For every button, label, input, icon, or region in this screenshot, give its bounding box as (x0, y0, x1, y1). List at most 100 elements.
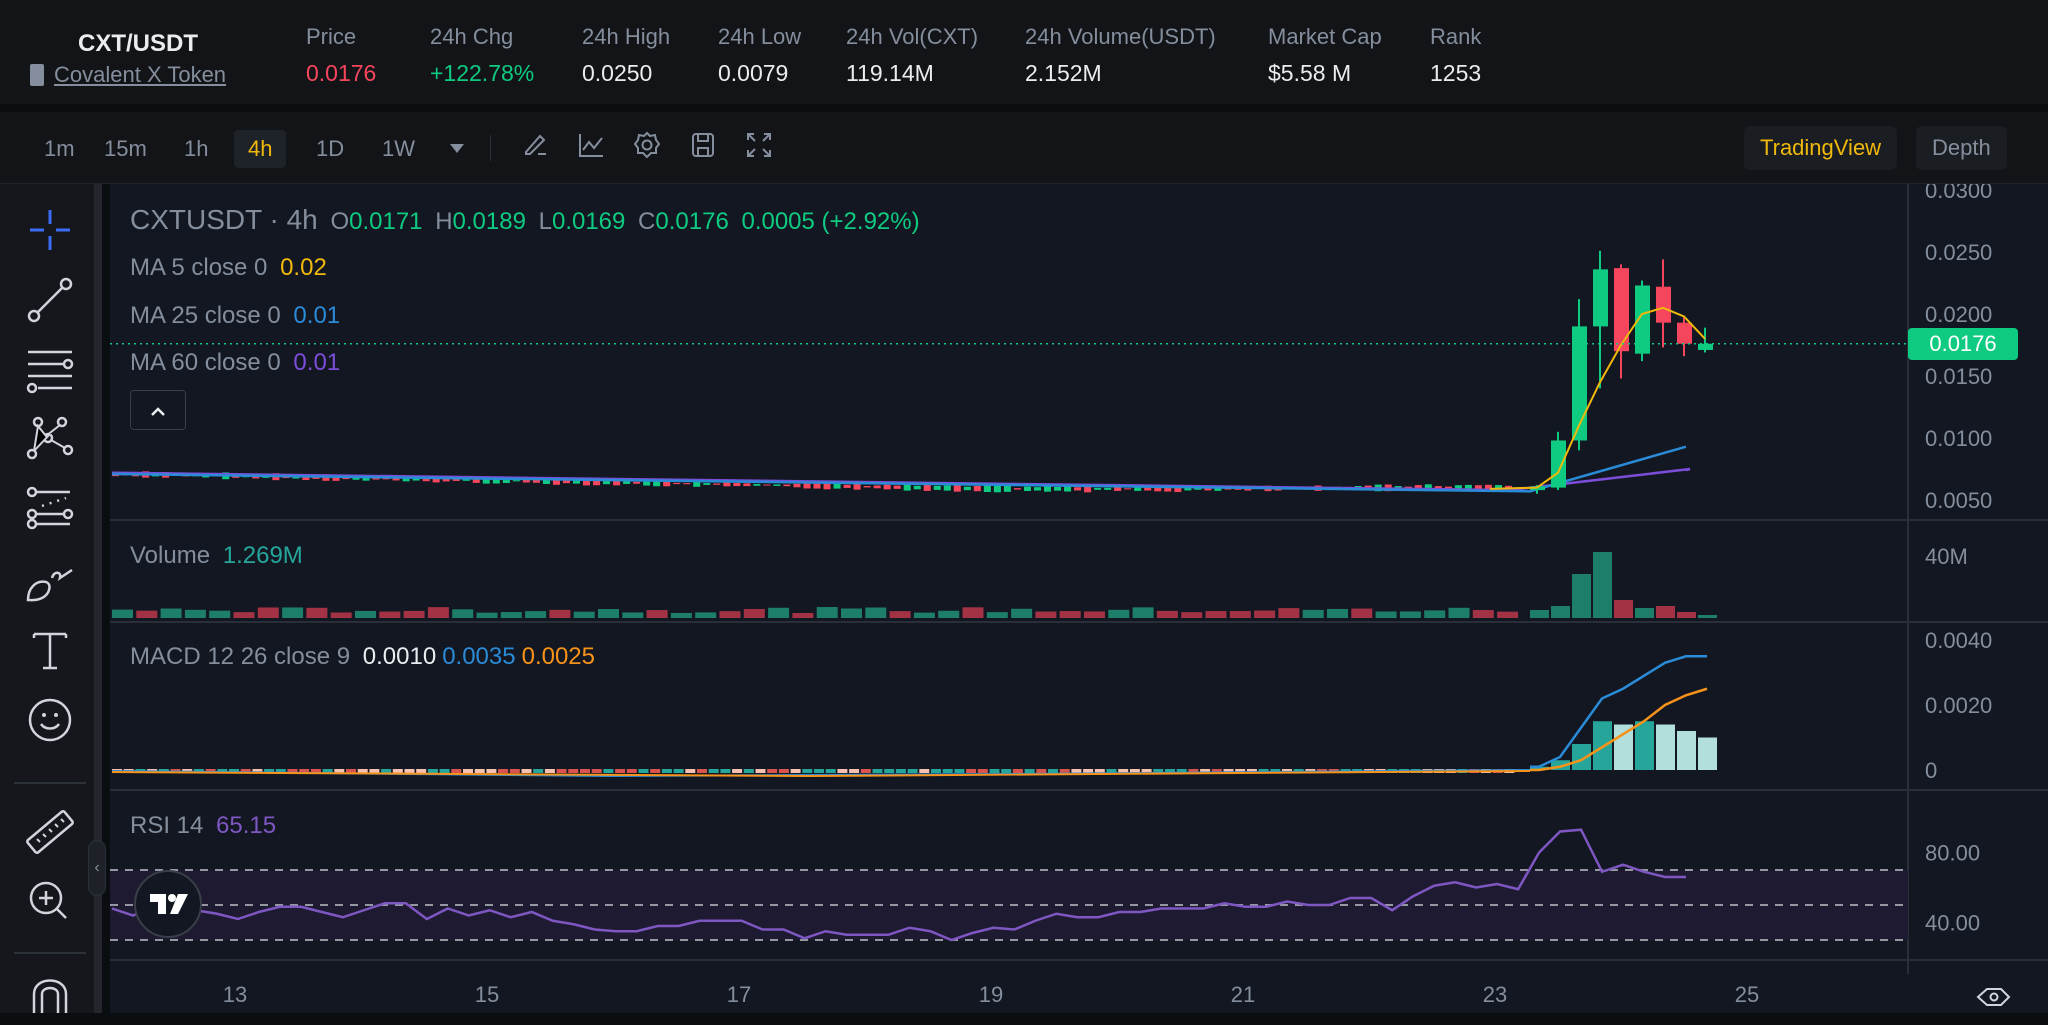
macd-hist-bar (322, 769, 333, 773)
macd-hist-bar (1094, 769, 1105, 773)
timeframe-1h[interactable]: 1h (184, 136, 209, 161)
candle (562, 480, 570, 484)
volume-bar (282, 607, 304, 618)
volume-bar (1254, 610, 1276, 618)
macd-hist-bar (732, 769, 743, 773)
timeframe-4h[interactable]: 4h (234, 130, 287, 168)
price-chart-canvas[interactable]: 0.0300 0.0250 0.0200 0.0150 0.0100 0.0050 40M 0… (110, 178, 2048, 1013)
pencil-icon[interactable] (520, 130, 550, 160)
tradingview-logo[interactable] (134, 870, 202, 938)
macd-hist-bar (533, 769, 544, 773)
macd-hist-bar (240, 769, 251, 773)
candle (1084, 485, 1092, 493)
candle (623, 481, 631, 484)
prediction-icon[interactable] (22, 482, 78, 538)
rsi-value: 65.15 (216, 812, 277, 839)
candle (482, 476, 490, 484)
fib-lines-icon[interactable] (22, 342, 78, 398)
candle-body (1551, 440, 1566, 488)
macd-hist-bar (1572, 744, 1591, 770)
macd-legend[interactable]: MACD 12 26 close 9 0.0010 0.0035 0.0025 (130, 643, 601, 671)
stat-value: 0.0079 (718, 60, 789, 86)
candle (653, 480, 661, 487)
token-name-link[interactable]: Covalent X Token (54, 62, 227, 87)
fullscreen-icon[interactable] (744, 130, 774, 160)
indicator-icon[interactable] (576, 130, 606, 160)
caret-down-icon[interactable] (448, 142, 466, 154)
volume-bar (1132, 607, 1154, 618)
volume-bar (841, 608, 862, 618)
pair-symbol[interactable]: CXT/USDT (78, 30, 198, 57)
zoom-in-icon[interactable] (22, 874, 78, 930)
volume-bar (743, 608, 765, 618)
signal-line-flat (111, 770, 1531, 778)
macd-label: MACD 12 26 close 9 (130, 643, 351, 670)
macd-hist-bar (287, 769, 298, 773)
macd-hist-bar (381, 769, 392, 773)
candle (1134, 486, 1142, 491)
volume-bar (1448, 607, 1470, 618)
macd-hist-bar (498, 769, 509, 773)
trendline-icon[interactable] (22, 272, 78, 328)
text-icon[interactable] (22, 622, 78, 678)
chart-area[interactable]: 0.0300 0.0250 0.0200 0.0150 0.0100 0.0050 40M 0… (110, 178, 2048, 1013)
depth-tab[interactable]: Depth (1916, 126, 2007, 170)
macd-hist-bar (439, 769, 450, 773)
volume-bar (1656, 606, 1675, 618)
macd-hist-bar (1036, 769, 1047, 773)
candle (512, 480, 520, 482)
macd-hist-bar (1129, 769, 1140, 773)
gear-icon[interactable] (632, 130, 662, 160)
ma5-legend[interactable]: MA 5 close 0 0.02 (130, 254, 333, 282)
volume-bar (306, 607, 328, 618)
volume-tick: 40M (1925, 544, 1968, 569)
timeframe-1d[interactable]: 1D (316, 136, 345, 161)
toolbar-divider (14, 952, 86, 954)
candle (422, 477, 430, 482)
brush-icon[interactable] (22, 552, 78, 608)
tradingview-tab[interactable]: TradingView (1744, 126, 1898, 170)
macd-hist-bar (802, 769, 813, 773)
candle (1174, 485, 1182, 493)
crosshair-icon[interactable] (22, 202, 78, 258)
timeframe-1w[interactable]: 1W (382, 136, 415, 161)
time-tick: 13 (223, 982, 247, 1007)
time-tick: 25 (1735, 982, 1759, 1007)
save-icon[interactable] (688, 130, 718, 160)
emoji-icon[interactable] (22, 692, 78, 748)
timeframe-1m[interactable]: 1m (44, 136, 75, 161)
macd-hist-bar (1188, 769, 1199, 773)
pattern-icon[interactable] (22, 412, 78, 468)
rsi-legend[interactable]: RSI 14 65.15 (130, 812, 282, 840)
candle (1194, 487, 1202, 490)
collapse-toolbar-button[interactable]: ‹ (88, 840, 106, 896)
macd-hist-bar (638, 769, 649, 773)
ticker-header: CXT/USDT Covalent X Token Price 0.0176 24h… (0, 0, 2048, 104)
time-tick: 23 (1483, 982, 1507, 1007)
volume-bar (1084, 611, 1105, 618)
ruler-icon[interactable] (22, 804, 78, 860)
macd-hist-bar (591, 769, 602, 773)
chevron-up-icon (151, 407, 165, 416)
token-info[interactable]: Covalent X Token (30, 62, 226, 88)
price-tick: 0.0050 (1925, 488, 1992, 513)
volume-legend[interactable]: Volume 1.269M (130, 542, 309, 570)
volume-bar (792, 612, 814, 618)
volume-bar (719, 611, 741, 618)
macd-hist-bar (310, 769, 321, 773)
ma25-legend[interactable]: MA 25 close 0 0.01 (130, 302, 346, 330)
timeframe-15m[interactable]: 15m (104, 136, 147, 161)
macd-hist-bar (673, 769, 684, 773)
macd-hist-bar (697, 769, 707, 773)
ma60-legend[interactable]: MA 60 close 0 0.01 (130, 349, 346, 377)
stat-value: 0.0250 (582, 60, 653, 86)
chart-settings-icon[interactable] (1976, 988, 2011, 1006)
candle (452, 478, 460, 481)
macd-hist-bar (1258, 769, 1269, 773)
collapse-legend-button[interactable] (130, 390, 186, 430)
candle (613, 479, 621, 486)
volume-bar (1351, 608, 1373, 618)
candle (763, 484, 771, 486)
volume-bar (500, 612, 522, 618)
candle (803, 482, 811, 489)
